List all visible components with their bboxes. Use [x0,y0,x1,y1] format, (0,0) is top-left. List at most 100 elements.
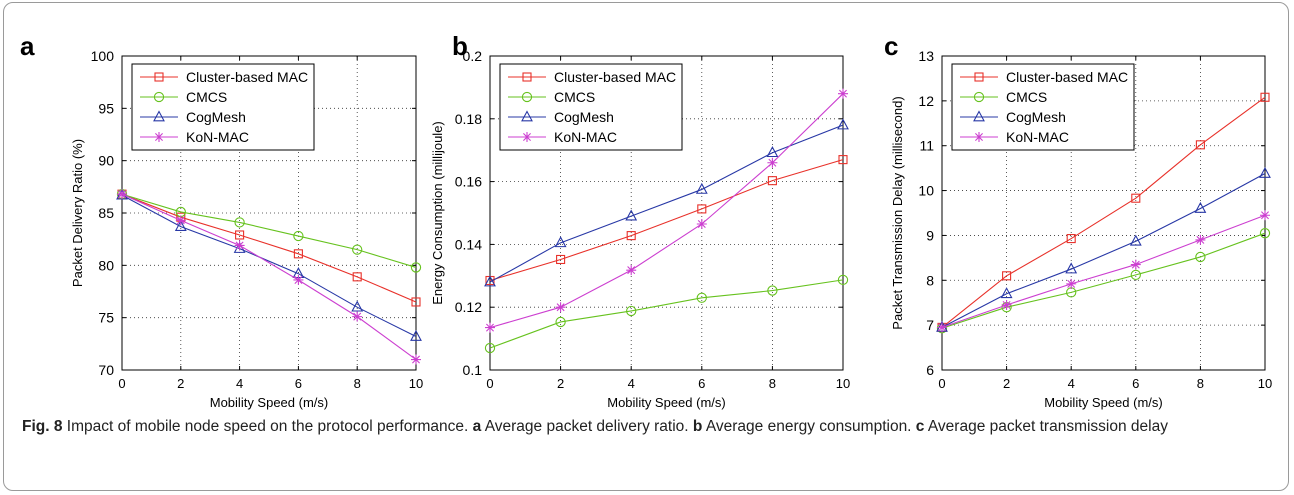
series-cluster-based-mac [117,189,421,307]
series-line [941,232,1266,329]
caption-part-b-label: b [692,418,703,435]
series-cmcs [116,189,422,273]
data-point [837,274,849,286]
panel-label-c: c [884,31,898,61]
data-point [555,302,566,313]
x-tick-label: 8 [769,376,776,391]
series-cogmesh [484,118,849,287]
y-tick-label: 0.14 [455,236,482,252]
x-tick-label: 4 [628,376,635,391]
legend-marker [153,110,165,122]
data-point [1002,271,1012,281]
series-kon-mac [937,210,1270,333]
caption-text: Impact of mobile node speed on the proto… [62,418,473,435]
legend-box [131,63,315,151]
legend-marker [973,91,985,103]
caption-part-a-label: a [472,418,482,435]
data-point [1259,228,1271,239]
y-tick-label: 75 [98,310,114,326]
y-tick-label: 80 [98,257,114,273]
data-point [767,285,778,296]
x-axis-label: Mobility Speed (m/s) [1044,395,1162,410]
series-line [121,193,417,360]
data-point [767,176,777,186]
y-tick-label: 0.1 [463,362,483,378]
series-line [121,193,417,268]
data-point [937,322,947,333]
data-point [1260,92,1270,102]
x-tick-label: 8 [1197,376,1204,391]
data-point [626,231,636,241]
x-tick-label: 2 [557,376,564,391]
data-point [1195,251,1206,263]
y-tick-label: 12 [918,93,934,109]
series-line [489,159,844,282]
caption-part-c-label: c [915,418,925,435]
legend-label: KoN-MAC [1006,129,1069,145]
y-tick-label: 85 [98,205,114,221]
data-point [174,219,187,231]
data-point [352,272,362,282]
series-cogmesh [936,166,1271,332]
y-tick-label: 0.12 [455,299,482,315]
legend-label: Cluster-based MAC [1006,69,1128,85]
data-point [1065,262,1078,274]
x-tick-label: 4 [1068,376,1075,391]
legend-label: CogMesh [554,109,614,125]
legend-marker [973,110,985,122]
data-point [484,342,496,354]
series-line [941,96,1266,328]
data-point [697,204,707,214]
data-point [838,155,848,165]
chart-panel-a: 0 2 4 6 8 10 70 75 80 85 90 95 100 Mobility Speed (m/… [20,31,423,410]
chart-panel-b: 0 2 4 6 8 10 0.1 0.12 0.14 0.16 0.18 0.2 Mobility Sp… [430,31,850,410]
data-point [351,300,364,312]
series-kon-mac [485,88,848,333]
data-point [293,249,303,259]
data-point [1066,234,1076,244]
legend-marker [154,72,164,82]
series-line [941,214,1266,328]
legend-label: CogMesh [1006,109,1066,125]
data-point [1260,210,1270,221]
data-point [1194,201,1207,213]
caption-fig-label: Fig. 8 [22,418,63,435]
x-tick-label: 6 [1132,376,1139,391]
data-point [1195,234,1206,245]
series-line [121,194,417,337]
data-point [485,322,495,333]
y-tick-label: 7 [926,317,934,333]
x-tick-label: 0 [118,376,125,391]
caption-part-c-text: Average packet transmission delay [924,418,1168,435]
data-point [1066,278,1077,289]
legend: Cluster-based MAC CMCS CogMesh KoN-MAC [951,63,1135,151]
y-tick-label: 0.16 [455,174,482,190]
legend-box [499,63,683,151]
series-line [941,173,1266,328]
caption-part-a-text: Average packet delivery ratio. [481,418,693,435]
legend-marker [153,91,165,103]
panel-label-b: b [452,31,468,61]
y-tick-label: 13 [918,48,934,64]
data-point [1259,166,1271,178]
x-tick-label: 2 [177,376,184,391]
data-point [554,236,567,248]
y-tick-label: 70 [98,362,114,378]
caption-part-b-text: Average energy consumption. [702,418,916,435]
legend-label: CMCS [186,89,227,105]
data-point [234,240,245,251]
y-tick-label: 0.18 [455,111,482,127]
legend-label: CMCS [1006,89,1047,105]
data-point [235,230,245,240]
y-axis-label: Energy Consumption (millijoule) [430,121,445,305]
data-point [484,275,496,287]
legend-marker [521,110,533,122]
x-tick-label: 8 [354,376,361,391]
series-cmcs [484,274,849,354]
panel-label-a: a [20,31,35,61]
series-line [489,279,844,349]
x-tick-label: 4 [236,376,243,391]
legend-marker [154,132,164,142]
y-tick-label: 8 [926,272,934,288]
